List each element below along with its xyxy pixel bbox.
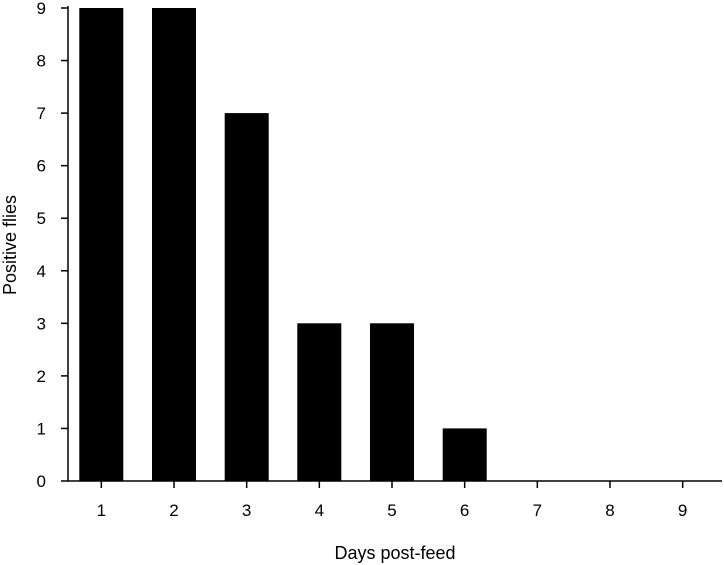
bar-day-5 [370,323,414,481]
bar-day-2 [152,8,196,481]
x-tick-label: 5 [387,501,396,520]
x-tick-label: 1 [97,501,106,520]
x-tick-label: 9 [678,501,687,520]
y-tick-label: 6 [37,157,46,176]
y-tick-label: 1 [37,419,46,438]
bar-day-1 [79,8,124,481]
x-tick-label: 4 [315,501,324,520]
y-tick-label: 2 [37,367,46,386]
y-tick-label: 9 [37,0,46,18]
bar-day-4 [297,323,342,481]
x-axis: 1 2 3 4 5 6 7 8 9 [68,480,722,520]
x-tick-label: 8 [605,501,614,520]
y-axis-title: Positive flies [0,195,20,295]
bar-day-3 [224,113,269,481]
y-tick-label: 4 [37,262,46,281]
x-axis-title: Days post-feed [334,543,455,563]
y-tick-label: 8 [37,52,46,71]
bar-day-6 [442,428,487,481]
x-tick-label: 2 [169,501,178,520]
x-tick-label: 3 [242,501,251,520]
y-tick-label: 0 [37,472,46,491]
x-tick-label: 6 [460,501,469,520]
y-tick-label: 3 [37,314,46,333]
y-tick-label: 5 [37,209,46,228]
bars-group [79,8,487,481]
x-tick-label: 7 [533,501,542,520]
y-tick-label: 7 [37,104,46,123]
y-axis: 0 1 2 3 4 5 6 7 8 9 [37,0,69,491]
